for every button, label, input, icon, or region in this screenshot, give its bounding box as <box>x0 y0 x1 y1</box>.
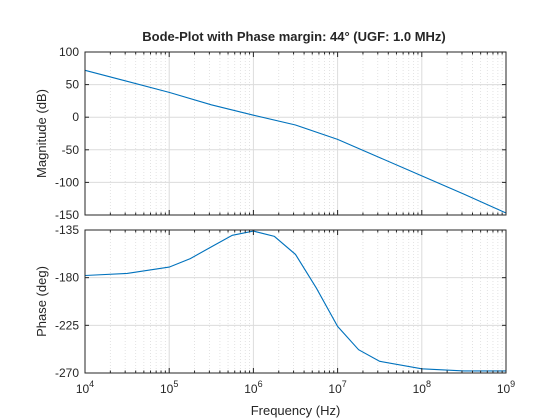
magnitude-plot: 100 50 0 -50 -100 -150 Magnitude (dB) <box>34 45 507 222</box>
phase-ytick-label: -180 <box>55 271 79 285</box>
magnitude-ytick-label: -150 <box>55 208 79 222</box>
phase-xtick-label: 107 <box>328 379 346 396</box>
magnitude-ylabel: Magnitude (dB) <box>34 89 49 178</box>
phase-xtick-label: 108 <box>413 379 431 396</box>
chart-title: Bode-Plot with Phase margin: 44° (UGF: 1… <box>142 29 446 44</box>
magnitude-axes-box <box>84 51 507 216</box>
phase-xtick-label: 106 <box>244 379 262 396</box>
magnitude-ytick-label: -100 <box>55 175 79 189</box>
phase-series-line <box>84 230 506 372</box>
magnitude-series-line <box>84 69 507 214</box>
magnitude-ytick-label: 0 <box>72 110 79 124</box>
magnitude-ytick-label: 100 <box>59 45 79 59</box>
phase-ytick-label: -225 <box>55 318 79 332</box>
phase-xtick-label: 104 <box>76 379 94 396</box>
phase-xlabel: Frequency (Hz) <box>251 403 341 418</box>
magnitude-ytick-label: 50 <box>66 78 80 92</box>
phase-ytick-label: -135 <box>55 223 79 237</box>
phase-ytick-label: -270 <box>55 366 79 380</box>
magnitude-ytick-label: -50 <box>62 143 80 157</box>
phase-xtick-label: 109 <box>497 379 515 396</box>
phase-axes-box <box>84 229 507 374</box>
phase-xtick-label: 105 <box>160 379 178 396</box>
phase-ylabel: Phase (deg) <box>34 266 49 337</box>
phase-plot-area <box>85 230 506 373</box>
magnitude-plot-area <box>85 52 506 215</box>
